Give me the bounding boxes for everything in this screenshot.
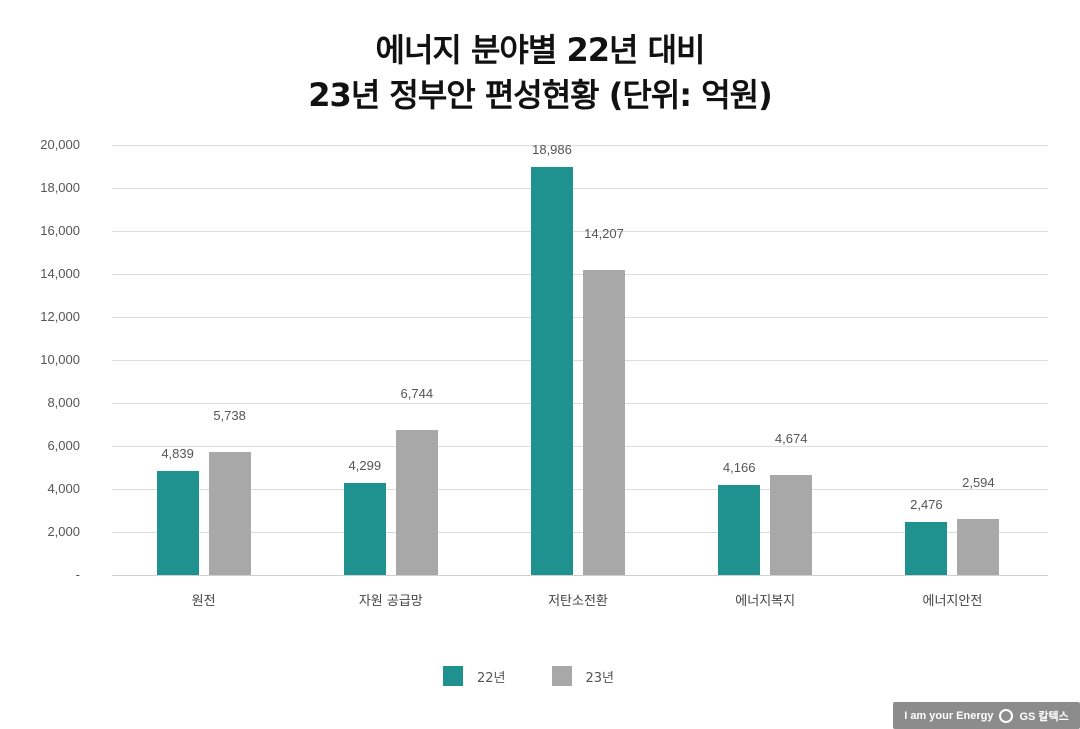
y-tick-label: 10,000 [40, 352, 80, 367]
gridline [112, 274, 1048, 275]
y-tick-label: 16,000 [40, 223, 80, 238]
value-label: 4,166 [722, 460, 756, 476]
legend-label-22: 22년 [477, 670, 506, 686]
gridline [112, 403, 1048, 404]
bar-22 [718, 485, 761, 575]
brand-logo: I am your Energy GS 칼텍스 [893, 702, 1080, 729]
y-tick-label: 14,000 [40, 266, 80, 281]
legend-swatch-23 [551, 666, 572, 686]
gridline [112, 360, 1048, 361]
value-label: 4,839 [161, 445, 194, 461]
y-tick-label: 18,000 [40, 180, 80, 195]
value-label: 6,744 [400, 386, 434, 401]
gridline [112, 532, 1048, 533]
bar-22 [156, 470, 199, 575]
bar-23 [957, 519, 1000, 575]
y-tick-label: 4,000 [47, 481, 80, 496]
gridline [112, 145, 1048, 146]
y-tick-label: 8,000 [47, 395, 80, 410]
x-category-label: 원전 [191, 594, 216, 609]
bar-22 [905, 521, 948, 575]
value-label: 18,986 [532, 141, 572, 157]
gs-logo-icon [999, 708, 1014, 723]
bar-22 [343, 482, 386, 575]
gridline [112, 188, 1048, 189]
plot-area: 4,839 5,738 4,299 6,744 18,986 14,207 4,166 4,6… [112, 141, 1048, 576]
value-label: 2,476 [910, 496, 943, 512]
chart-title-line1: 에너지 분야별 22년 대비 [375, 31, 706, 69]
legend: 22년 23년 [443, 666, 660, 686]
gridline [112, 317, 1048, 318]
value-label: 4,299 [348, 457, 382, 473]
gridline [112, 489, 1048, 490]
bar-23 [208, 451, 251, 575]
gridline [112, 446, 1048, 447]
legend-swatch-22 [443, 666, 463, 686]
value-label: 2,594 [962, 475, 995, 491]
bar-23 [395, 430, 438, 575]
x-category-label: 자원 공급망 [358, 594, 423, 609]
legend-label-23: 23년 [585, 670, 615, 686]
value-label: 14,207 [584, 225, 624, 241]
gridline [112, 575, 1048, 576]
x-category-label: 저탄소전환 [548, 594, 608, 609]
y-tick-label: 6,000 [47, 438, 80, 453]
y-tick-label: 2,000 [47, 524, 80, 539]
y-tick-label: 12,000 [40, 309, 80, 324]
brand-tagline: I am your Energy [904, 709, 994, 722]
y-tick-label: 20,000 [40, 137, 80, 152]
chart-title-line2: 23년 정부안 편성현황 (단위: 억원) [308, 76, 772, 114]
x-category-label: 에너지복지 [735, 594, 796, 609]
value-label: 5,738 [213, 407, 246, 423]
value-label: 4,674 [774, 430, 808, 446]
x-category-label: 에너지안전 [922, 594, 983, 609]
bar-23 [770, 474, 813, 575]
bar-22 [531, 166, 573, 575]
gridline [112, 231, 1048, 232]
y-tick-label: - [75, 567, 80, 582]
brand-company: GS 칼텍스 [1019, 710, 1069, 723]
bar-23 [583, 269, 625, 575]
